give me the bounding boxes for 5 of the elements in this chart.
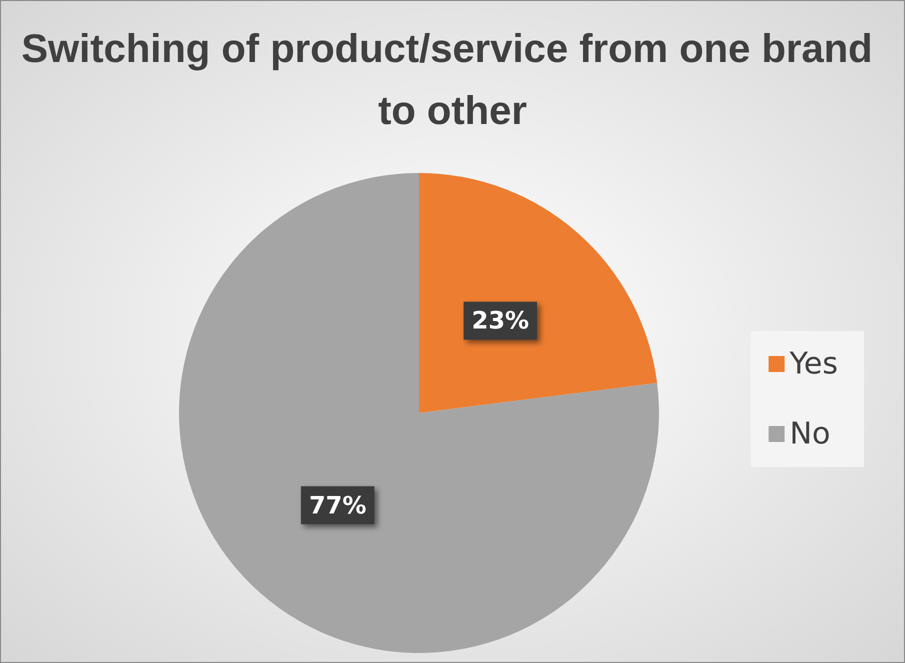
data-label: 77%: [308, 491, 366, 520]
data-label: 23%: [472, 306, 530, 335]
chart-title: Switching of product/service from one brand to other: [21, 27, 884, 133]
legend-label: Yes: [788, 346, 838, 382]
legend-label: No: [790, 416, 830, 452]
